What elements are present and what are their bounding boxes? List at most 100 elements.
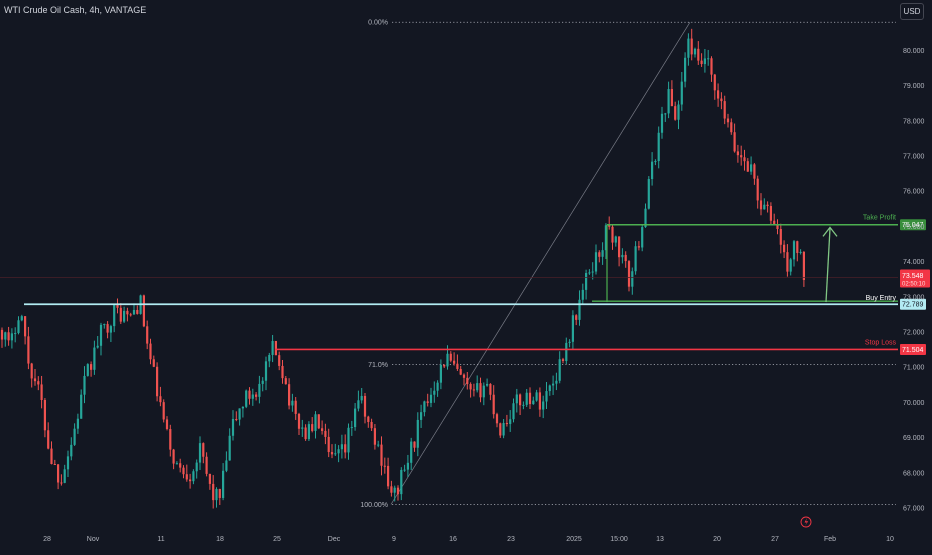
candle-body	[43, 400, 46, 431]
candle-body	[288, 384, 291, 406]
candle-body	[182, 467, 185, 475]
candle-body	[726, 118, 730, 123]
candle-body	[776, 224, 779, 229]
candle-body	[548, 385, 551, 392]
candle-body	[30, 363, 33, 379]
candle-body	[637, 246, 640, 248]
candle-body	[660, 113, 664, 133]
y-tick-label: 79.000	[903, 83, 925, 90]
candle-body	[802, 251, 805, 280]
candle-body	[291, 400, 294, 406]
candle-body	[136, 309, 139, 314]
buy-entry-price-badge-bg	[900, 298, 926, 310]
candle-body	[387, 465, 390, 487]
candle-body	[165, 419, 169, 430]
x-tick-label: Nov	[87, 536, 100, 543]
candle-body	[416, 419, 419, 448]
candle-body	[717, 90, 720, 99]
candle-body	[505, 423, 508, 425]
candle-body	[195, 462, 198, 472]
buy-entry-label: Buy Entry	[866, 295, 897, 302]
candle-body	[654, 161, 657, 163]
candle-body	[598, 252, 601, 257]
candle-body	[363, 395, 367, 417]
y-tick-label: 69.000	[903, 435, 925, 442]
candle-body	[66, 456, 70, 470]
candle-body	[284, 378, 287, 385]
candle-body	[245, 390, 248, 407]
candle-body	[736, 151, 739, 156]
candle-body	[789, 259, 792, 272]
candle-body	[611, 226, 614, 243]
candle-body	[192, 471, 195, 482]
candle-body	[773, 220, 776, 225]
candle-body	[344, 444, 347, 453]
candle-body	[429, 394, 433, 403]
current-price-badge: 73.548	[902, 273, 924, 280]
candle-body	[410, 441, 413, 463]
x-tick-label: 20	[713, 536, 721, 543]
currency-button[interactable]: USD	[900, 3, 924, 20]
candle-body	[469, 384, 472, 390]
candle-body	[103, 324, 106, 326]
candle-body	[96, 345, 99, 348]
candle-body	[99, 324, 103, 346]
candle-body	[433, 390, 436, 395]
candle-body	[132, 309, 136, 315]
candle-body	[390, 486, 393, 493]
candle-body	[149, 343, 152, 360]
candle-body	[502, 423, 505, 436]
candle-body	[271, 341, 274, 355]
candle-body	[568, 341, 571, 343]
candle-body	[340, 444, 343, 450]
fib-trendline[interactable]	[390, 22, 691, 505]
candle-body	[647, 179, 650, 209]
lightning-icon[interactable]	[800, 516, 812, 528]
x-tick-label: 9	[392, 536, 396, 543]
candle-body	[367, 416, 370, 422]
target-arrow[interactable]	[825, 228, 831, 303]
candle-body	[377, 444, 380, 446]
candle-body	[740, 155, 743, 158]
candle-body	[317, 414, 320, 429]
candle-body	[93, 347, 96, 370]
candle-body	[641, 227, 644, 248]
candle-body	[753, 164, 756, 179]
candle-body	[651, 161, 654, 180]
x-tick-label: 15:00	[610, 536, 628, 543]
candle-body	[783, 244, 786, 253]
candle-body	[522, 404, 525, 406]
candle-body	[687, 38, 690, 58]
candle-body	[624, 254, 627, 262]
candle-body	[703, 58, 706, 65]
candle-body	[70, 444, 73, 457]
candle-body	[482, 385, 485, 398]
fib-level-label: 71.0%	[368, 362, 388, 369]
candle-body	[357, 400, 360, 409]
candle-body	[330, 452, 334, 455]
candle-body	[420, 412, 423, 420]
candle-body	[472, 389, 475, 391]
candle-body	[47, 430, 50, 449]
candle-body	[525, 392, 528, 405]
stop-loss-label: Stop Loss	[865, 339, 897, 346]
candle-body	[222, 470, 225, 498]
candle-body	[383, 465, 386, 467]
candle-body	[327, 436, 330, 453]
y-tick-label: 75.000	[903, 224, 925, 231]
candle-body	[370, 421, 373, 429]
candle-body	[578, 299, 581, 320]
candle-body	[172, 449, 175, 464]
candle-body	[354, 408, 357, 428]
candle-body	[17, 320, 20, 334]
candle-body	[674, 106, 677, 120]
candle-body	[697, 48, 700, 61]
candle-body	[614, 236, 617, 243]
x-tick-label: 25	[273, 536, 281, 543]
candle-body	[60, 482, 63, 484]
candle-body	[680, 81, 683, 105]
candle-body	[571, 315, 574, 342]
candle-body	[462, 374, 466, 378]
